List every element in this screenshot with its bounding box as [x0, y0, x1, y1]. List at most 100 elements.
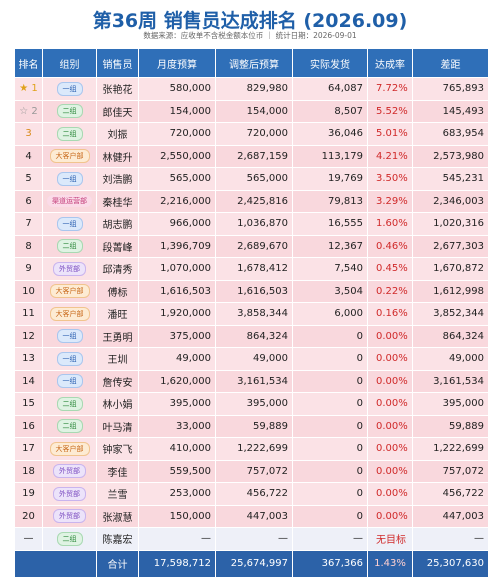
actual-cell: 0 — [292, 369, 368, 393]
name-cell: 林小娟 — [96, 392, 139, 416]
table-row: 3 二组 刘振 720,000 720,000 36,046 5.01% 683,954 — [14, 122, 489, 146]
total-rate: 1.43% — [367, 549, 413, 578]
column-header: 实际发货 — [292, 48, 368, 78]
budget-cell: 1,070,000 — [138, 257, 216, 281]
column-header: 达成率 — [367, 48, 413, 78]
budget-cell: 154,000 — [138, 99, 216, 123]
adjusted-cell: 3,858,344 — [215, 302, 293, 326]
adjusted-cell: 757,072 — [215, 459, 293, 483]
actual-cell: 0 — [292, 324, 368, 348]
adjusted-cell: — — [215, 527, 293, 551]
group-badge: 外贸部 — [53, 509, 86, 524]
rank-cell: 20 — [14, 504, 43, 528]
gap-cell: 1,020,316 — [412, 212, 489, 236]
gap-cell: 3,161,534 — [412, 369, 489, 393]
adjusted-cell: 154,000 — [215, 99, 293, 123]
group-cell: 二组 — [42, 99, 97, 123]
adjusted-cell: 720,000 — [215, 122, 293, 146]
table-row: — 二组 陈嘉宏 — — — 无目标 — — [14, 527, 489, 551]
name-cell: 段菁峰 — [96, 234, 139, 258]
rate-cell: 7.72% — [367, 77, 413, 101]
budget-cell: 2,550,000 — [138, 144, 216, 168]
rate-cell: 3.29% — [367, 189, 413, 213]
rank-cell: 19 — [14, 482, 43, 506]
name-cell: 兰雪 — [96, 482, 139, 506]
adjusted-cell: 49,000 — [215, 347, 293, 371]
rate-cell: 5.52% — [367, 99, 413, 123]
table-row: 16 二组 叶马清 33,000 59,889 0 0.00% 59,889 — [14, 414, 489, 438]
group-cell: 一组 — [42, 369, 97, 393]
total-budget: 17,598,712 — [138, 549, 216, 578]
rate-cell: 0.00% — [367, 437, 413, 461]
group-cell: 二组 — [42, 122, 97, 146]
table-row: 8 二组 段菁峰 1,396,709 2,689,670 12,367 0.46% 2,677… — [14, 234, 489, 258]
actual-cell: 3,504 — [292, 279, 368, 303]
rank-cell: 6 — [14, 189, 43, 213]
budget-cell: 966,000 — [138, 212, 216, 236]
group-badge: 大客户部 — [49, 284, 90, 299]
total-label: 合计 — [96, 549, 139, 578]
table-row: 5 一组 刘浩鹏 565,000 565,000 19,769 3.50% 545,231 — [14, 167, 489, 191]
column-header: 排名 — [14, 48, 43, 78]
group-cell: 外贸部 — [42, 482, 97, 506]
group-cell: 大客户部 — [42, 302, 97, 326]
actual-cell: 0 — [292, 347, 368, 371]
gap-cell: 395,000 — [412, 392, 489, 416]
group-cell: 二组 — [42, 392, 97, 416]
actual-cell: 12,367 — [292, 234, 368, 258]
rate-cell: 5.01% — [367, 122, 413, 146]
rank-cell: 3 — [14, 122, 43, 146]
name-cell: 刘浩鹏 — [96, 167, 139, 191]
rank-cell: 14 — [14, 369, 43, 393]
group-badge: 二组 — [56, 531, 83, 546]
actual-cell: 64,087 — [292, 77, 368, 101]
rate-cell: 0.00% — [367, 414, 413, 438]
rank-cell: 11 — [14, 302, 43, 326]
budget-cell: 1,620,000 — [138, 369, 216, 393]
name-cell: 王圳 — [96, 347, 139, 371]
table-row: ★ 1 一组 张艳花 580,000 829,980 64,087 7.72% 765,893 — [14, 77, 489, 101]
table-row: 10 大客户部 傅标 1,616,503 1,616,503 3,504 0.22% 1,61… — [14, 279, 489, 303]
group-badge: 一组 — [56, 374, 83, 389]
budget-cell: 33,000 — [138, 414, 216, 438]
group-cell: 一组 — [42, 347, 97, 371]
actual-cell: 0 — [292, 482, 368, 506]
actual-cell: 7,540 — [292, 257, 368, 281]
actual-cell: 0 — [292, 459, 368, 483]
group-badge: 外贸部 — [53, 486, 86, 501]
name-cell: 陈嘉宏 — [96, 527, 139, 551]
gap-cell: 2,346,003 — [412, 189, 489, 213]
table-row: 14 一组 詹传安 1,620,000 3,161,534 0 0.00% 3,161,534 — [14, 369, 489, 393]
gap-cell: 145,493 — [412, 99, 489, 123]
adjusted-cell: 2,689,670 — [215, 234, 293, 258]
table-row: 15 二组 林小娟 395,000 395,000 0 0.00% 395,000 — [14, 392, 489, 416]
subtitle: 数据来源：应收单不含税金额本位币 ｜ 统计日期：2026-09-01 — [143, 31, 357, 40]
adjusted-cell: 565,000 — [215, 167, 293, 191]
group-badge: 渠道运营部 — [47, 195, 92, 208]
actual-cell: 0 — [292, 504, 368, 528]
group-cell: 外贸部 — [42, 459, 97, 483]
title: 第36周 销售员达成排名 (2026.09) — [92, 10, 408, 32]
budget-cell: 1,396,709 — [138, 234, 216, 258]
gap-cell: 2,573,980 — [412, 144, 489, 168]
table-row: 9 外贸部 邱清秀 1,070,000 1,678,412 7,540 0.45% 1,670… — [14, 257, 489, 281]
table-row: 6 渠道运营部 秦桂华 2,216,000 2,425,816 79,813 3.29% 2,… — [14, 189, 489, 213]
adjusted-cell: 3,161,534 — [215, 369, 293, 393]
rate-cell: 3.50% — [367, 167, 413, 191]
adjusted-cell: 829,980 — [215, 77, 293, 101]
total-gap: 25,307,630 — [412, 549, 489, 578]
budget-cell: 559,500 — [138, 459, 216, 483]
adjusted-cell: 1,036,870 — [215, 212, 293, 236]
adjusted-cell: 1,616,503 — [215, 279, 293, 303]
gap-cell: 545,231 — [412, 167, 489, 191]
name-cell: 王勇明 — [96, 324, 139, 348]
adjusted-cell: 59,889 — [215, 414, 293, 438]
gap-cell: 49,000 — [412, 347, 489, 371]
name-cell: 林健升 — [96, 144, 139, 168]
actual-cell: — — [292, 527, 368, 551]
rank-cell: 10 — [14, 279, 43, 303]
rate-cell: 4.21% — [367, 144, 413, 168]
group-cell: 二组 — [42, 414, 97, 438]
name-cell: 傅标 — [96, 279, 139, 303]
rate-cell: 0.46% — [367, 234, 413, 258]
